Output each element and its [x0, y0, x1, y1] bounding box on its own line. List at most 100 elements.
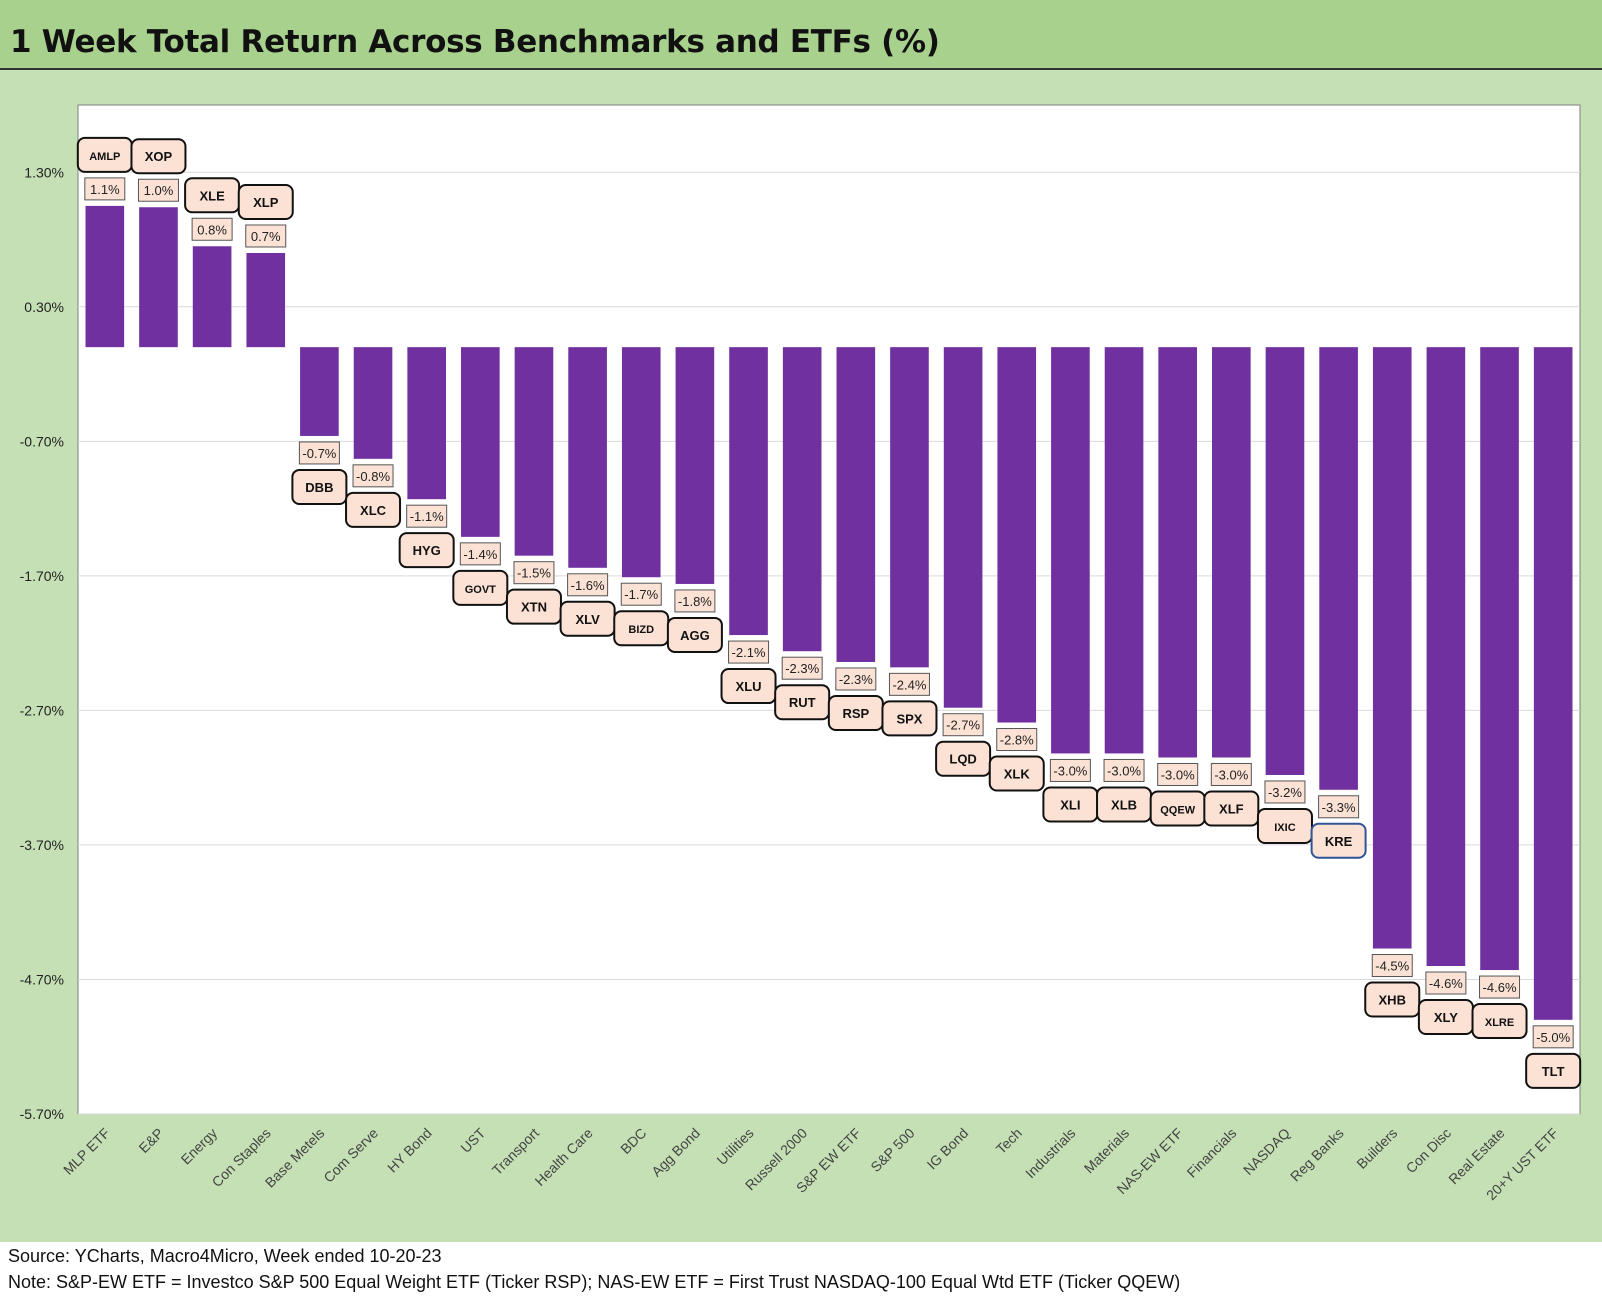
data-label: -1.1%	[410, 509, 444, 524]
ticker-callout	[1203, 790, 1260, 827]
ticker-label: XLC	[360, 503, 387, 518]
ticker-label: XLK	[1004, 767, 1031, 782]
ticker-label: QQEW	[1160, 804, 1195, 816]
x-tick-label: Industrials	[1022, 1125, 1078, 1181]
y-tick-label: -5.70%	[20, 1106, 64, 1122]
data-label: -4.5%	[1375, 959, 1409, 974]
data-label: -0.7%	[302, 446, 336, 461]
data-label: -1.5%	[517, 566, 551, 581]
y-tick-label: 0.30%	[24, 299, 64, 315]
bar	[85, 205, 125, 348]
bar	[139, 207, 178, 348]
ticker-callout	[237, 183, 294, 220]
ticker-callout	[1471, 1003, 1528, 1040]
ticker-label: XLI	[1060, 797, 1080, 812]
data-label-box	[1371, 954, 1413, 978]
ticker-label: XOP	[145, 149, 173, 164]
data-label: -3.2%	[1268, 785, 1302, 800]
bar	[675, 347, 715, 584]
bar	[890, 347, 929, 668]
bar	[192, 246, 232, 348]
ticker-label: XLP	[253, 195, 279, 210]
y-tick-label: -1.70%	[20, 568, 64, 584]
data-label-box	[1157, 762, 1199, 786]
x-tick-label: NASDAQ	[1240, 1125, 1293, 1178]
data-label-box	[1532, 1025, 1574, 1049]
ticker-label: BIZD	[628, 624, 654, 636]
data-label-box	[1425, 971, 1467, 995]
ticker-label: LQD	[949, 752, 976, 767]
data-label: -3.0%	[1161, 767, 1195, 782]
y-tick-label: -2.70%	[20, 702, 64, 718]
bar	[1212, 347, 1251, 758]
ticker-callout	[345, 491, 402, 528]
ticker-callout	[720, 668, 777, 705]
data-label-box	[298, 441, 340, 465]
data-label: -0.8%	[356, 469, 390, 484]
ticker-callout	[1256, 807, 1313, 844]
ticker-label: XLE	[199, 188, 225, 203]
ticker-callout	[666, 616, 723, 653]
bar	[1158, 347, 1197, 758]
x-tick-label: Com Serve	[320, 1125, 381, 1186]
bar	[1104, 347, 1144, 754]
bar	[461, 347, 500, 537]
bar	[782, 347, 822, 652]
bar	[836, 347, 876, 662]
bar	[1533, 347, 1573, 1020]
ticker-label: KRE	[1325, 834, 1353, 849]
bar	[246, 252, 286, 348]
ticker-label: AGG	[680, 628, 710, 643]
title-bar: 1 Week Total Return Across Benchmarks an…	[0, 0, 1602, 70]
data-label: -2.3%	[785, 661, 819, 676]
ticker-callout	[130, 138, 187, 175]
data-label: -2.7%	[946, 718, 980, 733]
x-tick-label: MLP ETF	[60, 1125, 113, 1178]
data-label: -1.7%	[624, 587, 658, 602]
bar	[353, 347, 393, 459]
page-title: 1 Week Total Return Across Benchmarks an…	[10, 24, 940, 60]
data-label-box	[674, 589, 716, 613]
y-tick-label: -0.70%	[20, 433, 64, 449]
definition-note: Note: S&P-EW ETF = Investco S&P 500 Equa…	[8, 1272, 1181, 1292]
x-tick-label: Tech	[993, 1125, 1025, 1157]
data-label: -2.4%	[892, 677, 926, 692]
data-label-box	[137, 178, 179, 202]
ticker-label: AMLP	[89, 151, 120, 163]
bar	[1265, 347, 1305, 775]
data-label: -2.3%	[839, 672, 873, 687]
bar	[300, 347, 339, 436]
x-tick-label: S&P 500	[867, 1125, 917, 1175]
x-tick-label: Materials	[1081, 1125, 1132, 1176]
x-tick-label: Reg Banks	[1287, 1125, 1347, 1185]
data-label-box	[888, 672, 930, 696]
bar	[1319, 347, 1358, 790]
bar	[514, 347, 554, 556]
bar	[1051, 347, 1090, 754]
x-tick-label: IG Bond	[924, 1125, 972, 1173]
data-label-box	[1049, 758, 1091, 782]
x-tick-label: Agg Bond	[648, 1125, 703, 1180]
data-label-box	[191, 217, 233, 241]
data-label: -1.8%	[678, 594, 712, 609]
data-label: 0.7%	[251, 229, 281, 244]
footer: Source: YCharts, Macro4Micro, Week ended…	[0, 1242, 1602, 1306]
ticker-callout	[881, 700, 938, 737]
x-tick-label: Energy	[178, 1125, 221, 1168]
bar	[1426, 347, 1466, 967]
bar	[1480, 347, 1519, 971]
y-tick-label: -4.70%	[20, 971, 64, 987]
ticker-label: RSP	[842, 706, 869, 721]
bar	[407, 347, 446, 500]
data-label: -3.0%	[1053, 763, 1087, 778]
data-label: -4.6%	[1429, 976, 1463, 991]
bar	[568, 347, 607, 568]
ticker-callout	[1310, 822, 1367, 859]
ticker-callout	[988, 755, 1045, 792]
data-label: 1.0%	[144, 183, 174, 198]
x-tick-label: E&P	[135, 1125, 166, 1156]
data-label-box	[1103, 758, 1145, 782]
data-label-box	[567, 573, 609, 597]
ticker-label: XLY	[1434, 1010, 1458, 1025]
x-tick-label: Health Care	[532, 1125, 596, 1189]
